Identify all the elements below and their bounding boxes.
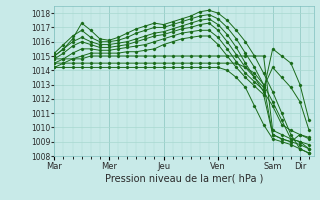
X-axis label: Pression niveau de la mer( hPa ): Pression niveau de la mer( hPa ) [105,173,263,183]
